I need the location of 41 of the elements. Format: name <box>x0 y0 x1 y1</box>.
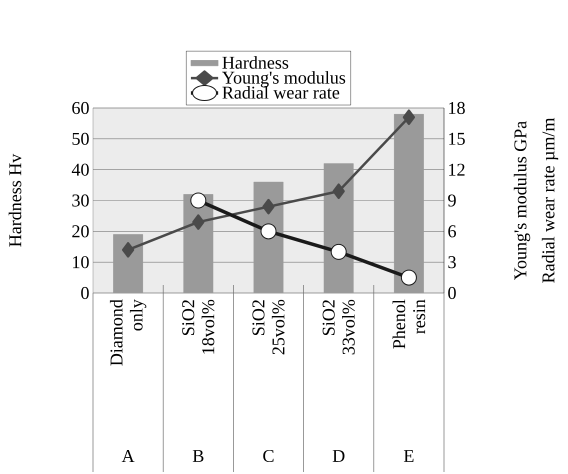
y-axis-title: Hardness Hv <box>8 154 22 247</box>
y-tick-label: 10 <box>73 256 89 268</box>
text: D <box>332 450 344 462</box>
y-tick-label: 20 <box>72 225 89 238</box>
y2-tick-label: 0 <box>448 286 456 300</box>
legend-label: Young's modulus <box>222 71 346 88</box>
y2-tick-label: 18 <box>449 102 465 114</box>
x-tick-label: SiO2 33vol% <box>322 300 355 354</box>
text: A <box>122 450 134 462</box>
legend-label: Radial wear rate <box>222 86 340 99</box>
y-tick-label: 60 <box>72 102 89 114</box>
legend-label: Hardness <box>222 56 288 69</box>
text: Radial wear rate µm/m <box>542 118 558 283</box>
y-tick-label: 40 <box>72 164 89 176</box>
text: C <box>263 450 274 462</box>
y2-tick-label: 12 <box>449 164 465 176</box>
bar <box>394 114 424 294</box>
x-tick-label: Phenol resin <box>392 299 426 349</box>
point <box>332 183 345 199</box>
y2-tick-label: 15 <box>449 132 465 145</box>
y-tick-label: 30 <box>72 194 89 207</box>
x-tick-label: Diamond only <box>110 299 146 366</box>
point <box>190 192 206 208</box>
y-tick-label: 50 <box>72 132 89 145</box>
x-tick-label: SiO2 25vol% <box>252 300 285 354</box>
y2-axis-title: Young's modulus GPa <box>514 121 530 280</box>
point <box>260 223 276 240</box>
text: B <box>192 450 204 462</box>
point <box>330 244 347 260</box>
y2-tick-label: 9 <box>448 194 456 207</box>
point <box>192 214 204 230</box>
text: E <box>404 450 414 462</box>
y2-tick-label: 6 <box>448 225 456 238</box>
point <box>262 198 275 214</box>
y-tick-label: 0 <box>81 286 89 300</box>
point <box>400 270 417 286</box>
point <box>402 109 416 125</box>
y2-tick-label: 3 <box>448 256 456 268</box>
point <box>122 242 134 258</box>
x-tick-label: SiO2 18vol% <box>182 300 214 354</box>
bar <box>113 234 144 294</box>
